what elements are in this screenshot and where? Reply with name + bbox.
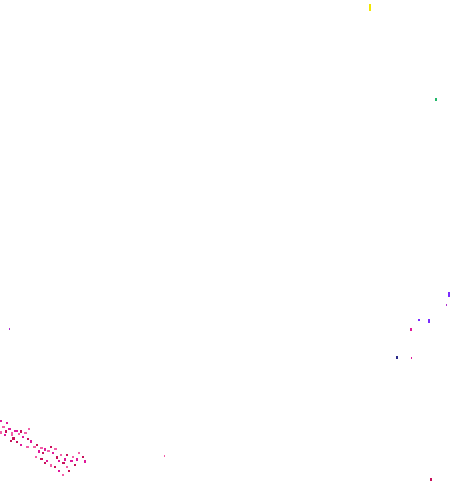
speckle-dot [36,444,38,446]
speckle-dot [50,446,52,448]
green-dot [435,98,437,101]
speckle-dot [11,432,13,436]
speckle-dot [40,458,43,460]
speckle-dot [82,456,84,458]
speckle-dot [20,430,22,433]
purple-dot [446,304,447,306]
navy-dot [396,356,398,359]
magenta-dot [411,357,412,359]
violet-dot [418,319,420,321]
speckle-dot [35,456,37,458]
speckle-dot [0,431,2,434]
speckle-dot [76,458,78,461]
speckle-dot [38,450,40,453]
speckle-dot [54,448,57,450]
speckle-dot [62,462,65,464]
speckle-dot [50,464,52,467]
pink-dot [164,455,165,457]
purple-dot [9,328,10,330]
crimson-dot [430,478,432,481]
speckle-dot [62,474,64,476]
speckle-dot [20,444,22,446]
speckle-dot [64,458,66,461]
speckle-dot [12,437,15,440]
speckle-dot [68,470,70,472]
violet-dot [448,292,450,297]
speckle-dot [74,464,76,466]
speckle-dot [16,441,18,443]
speckle-dot [0,420,2,422]
speckle-dot [46,460,48,462]
speckle-dot [56,456,58,459]
speckle-dot [66,454,68,456]
speckle-dot [4,434,6,436]
speckle-dot [8,428,11,430]
magenta-dot [410,328,412,331]
speckle-dot [60,454,62,456]
speckle-dot [70,460,73,462]
speckle-dot [54,466,56,468]
yellow-dot [369,4,371,11]
speckle-dot [52,452,54,454]
speckle-dot [26,446,29,448]
speckle-dot [2,426,5,428]
speckle-dot [58,470,60,472]
speckle-dot [28,428,30,430]
speckle-dot [40,447,43,449]
speckle-dot [72,456,74,458]
speckle-dot [44,462,46,464]
speckle-dot [6,422,8,424]
speckle-dot [5,430,7,433]
speckle-dot [58,460,60,462]
speckle-dot [22,436,24,438]
speckle-dot [18,433,20,435]
speckle-dot [44,448,46,451]
speckle-dot [10,440,12,442]
speckle-dot [24,432,27,434]
speckle-dot [66,466,68,468]
speckle-dot [30,440,32,443]
speckle-dot [14,430,18,432]
speckle-dot [47,450,50,452]
speckle-dot [84,460,86,463]
speckle-dot [78,452,80,454]
speckle-dot [42,452,44,454]
speckle-dot [27,438,29,440]
speckle-dot [33,446,36,448]
violet-dot [428,319,430,323]
